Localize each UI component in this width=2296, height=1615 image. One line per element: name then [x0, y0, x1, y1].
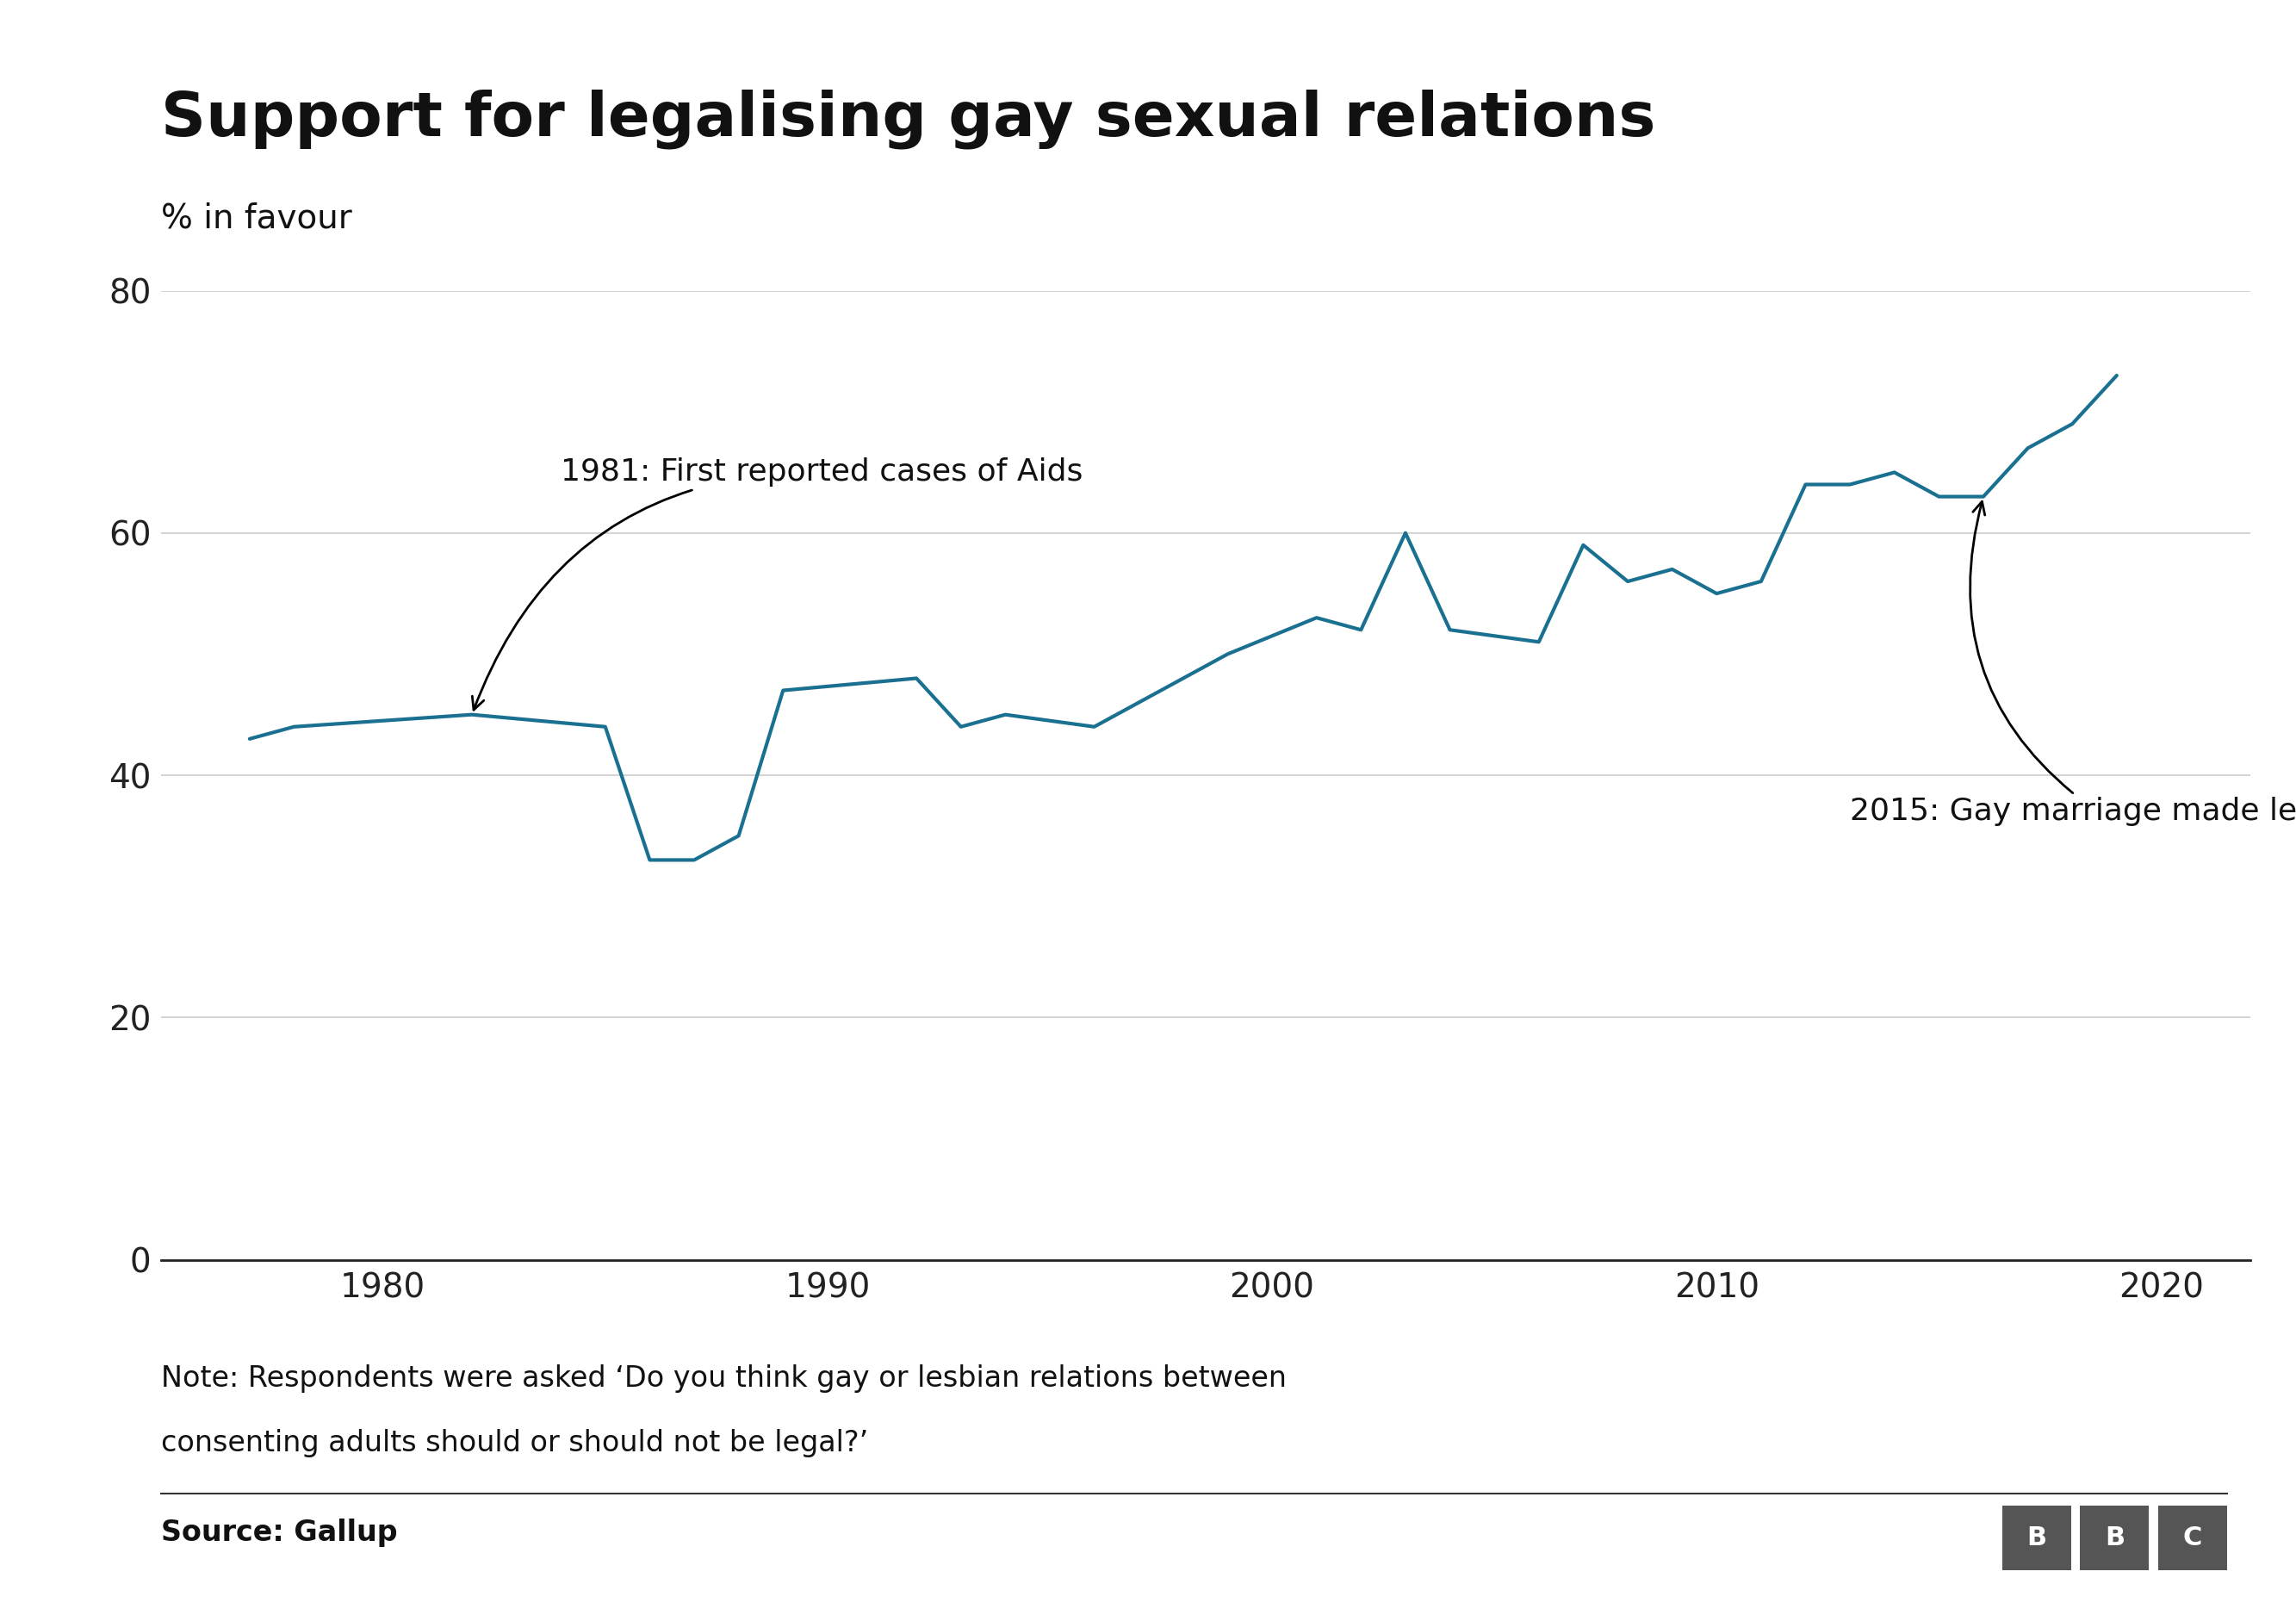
- Text: B: B: [2105, 1525, 2124, 1550]
- Text: Note: Respondents were asked ‘Do you think gay or lesbian relations between: Note: Respondents were asked ‘Do you thi…: [161, 1365, 1286, 1394]
- Text: 1981: First reported cases of Aids: 1981: First reported cases of Aids: [473, 457, 1084, 711]
- Text: 2015: Gay marriage made legal: 2015: Gay marriage made legal: [1851, 502, 2296, 827]
- Text: C: C: [2183, 1525, 2202, 1550]
- Text: % in favour: % in favour: [161, 202, 351, 234]
- Text: consenting adults should or should not be legal?’: consenting adults should or should not b…: [161, 1429, 868, 1458]
- Text: Support for legalising gay sexual relations: Support for legalising gay sexual relati…: [161, 89, 1655, 149]
- Text: Source: Gallup: Source: Gallup: [161, 1518, 397, 1547]
- Text: B: B: [2027, 1525, 2046, 1550]
